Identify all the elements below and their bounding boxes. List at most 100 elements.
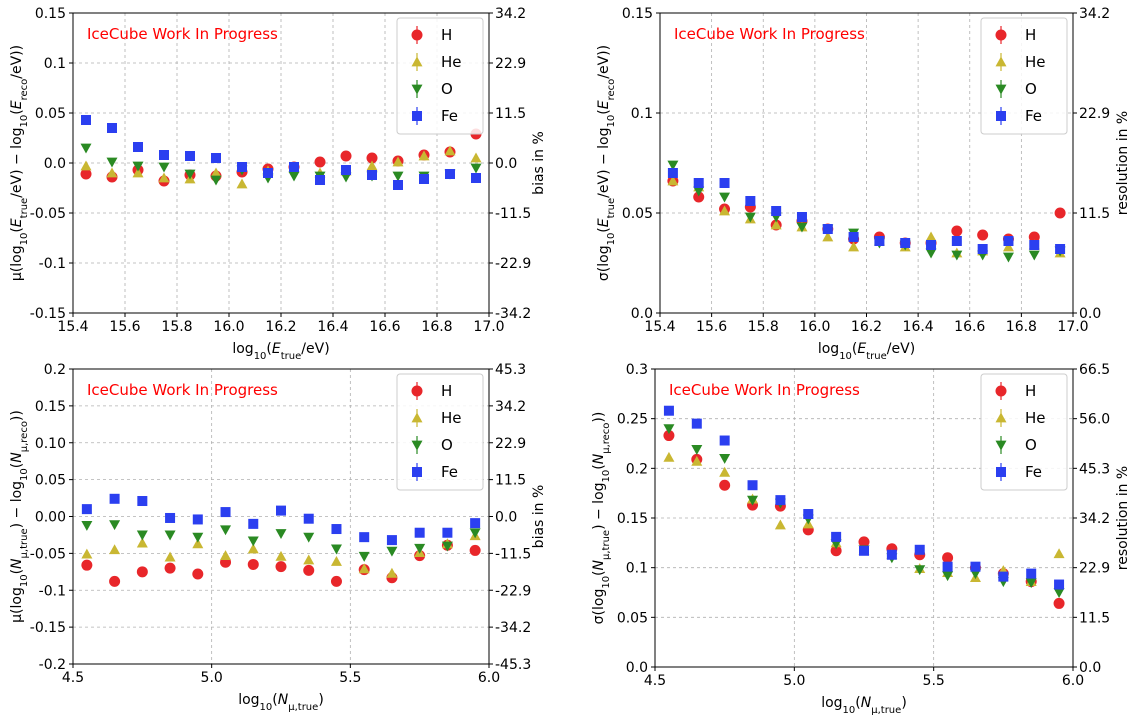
panel-2: 15.4 15.6 15.8 16.0 16.2 16.4 16.6 16.8 17.00.00…	[596, 6, 1131, 362]
data-point-o	[1028, 250, 1040, 261]
legend: H He O Fe	[980, 373, 1068, 491]
data-point-fe	[977, 244, 988, 254]
data-point-h	[693, 191, 705, 203]
right-tick-label: 0.0	[1079, 660, 1101, 676]
legend-box	[980, 17, 1068, 135]
right-tick-label: -11.5	[495, 206, 531, 222]
y-tick-label: 0.0	[626, 660, 648, 676]
data-point-fe	[942, 561, 953, 572]
data-point-fe	[137, 496, 148, 507]
right-axis-label: bias in %	[531, 131, 547, 195]
data-point-fe	[248, 518, 259, 529]
data-point-he	[770, 219, 782, 230]
data-point-fe	[315, 175, 325, 185]
x-tick-label: 16.8	[421, 319, 452, 335]
data-point-o	[744, 212, 756, 223]
legend-label-fe: Fe	[441, 107, 458, 125]
legend-marker-he	[995, 412, 1007, 423]
right-tick-label: 11.5	[495, 473, 526, 489]
data-point-he	[330, 555, 342, 566]
right-tick-label: 11.5	[1079, 610, 1110, 626]
data-point-fe	[874, 236, 885, 246]
x-tick-label: 16.4	[317, 319, 348, 335]
x-tick-label: 16.0	[213, 319, 244, 335]
x-axis-label: log10(Nμ,true)	[821, 695, 907, 716]
data-point-o	[358, 551, 370, 562]
legend-label-fe: Fe	[1025, 107, 1042, 125]
right-tick-label: 22.9	[495, 436, 526, 452]
data-point-he	[925, 231, 937, 242]
y-tick-label: 0.00	[35, 510, 66, 526]
legend-marker-o	[995, 440, 1007, 451]
data-point-o	[747, 495, 759, 506]
legend-label-o: O	[1025, 80, 1037, 98]
x-tick-label: 16.6	[954, 319, 985, 335]
y-tick-label: 0.0	[44, 156, 66, 172]
data-point-fe	[109, 493, 120, 504]
right-tick-label: 45.3	[495, 362, 526, 378]
x-tick-label: 5.0	[201, 670, 223, 686]
right-tick-label: 22.9	[495, 56, 526, 72]
data-point-o	[942, 571, 954, 582]
data-point-he	[719, 466, 731, 477]
panel-1: 15.4 15.6 15.8 16.0 16.2 16.4 16.6 16.8 17.0 -0.1…	[9, 6, 547, 362]
data-point-fe	[419, 174, 429, 184]
data-point-fe	[914, 544, 925, 555]
data-point-h	[830, 545, 842, 557]
data-point-o	[414, 543, 426, 554]
panel-3: 4.5 5.0 5.5 6.0 -0.2 -0.15 -0.1 -0.05 0.00 0.05 0.…	[9, 362, 547, 713]
data-point-o	[80, 143, 92, 154]
right-tick-label: 34.2	[1079, 511, 1110, 527]
data-point-he	[719, 205, 731, 216]
data-point-o	[192, 532, 204, 543]
data-point-o	[184, 169, 196, 180]
data-point-fe	[900, 238, 911, 248]
data-point-fe	[107, 123, 117, 133]
legend-label-o: O	[1025, 436, 1037, 454]
data-point-he	[236, 178, 248, 189]
data-point-fe	[693, 178, 704, 188]
data-point-h	[303, 564, 315, 576]
y-tick-label: 0.1	[626, 561, 648, 577]
right-tick-label: -34.2	[495, 306, 531, 322]
data-point-fe	[998, 571, 1009, 582]
right-tick-label: -45.3	[495, 657, 531, 673]
right-tick-label: 0.0	[495, 510, 517, 526]
y-tick-label: 0.3	[626, 362, 648, 378]
data-point-o	[132, 161, 144, 172]
data-point-fe	[970, 561, 981, 572]
watermark-label: IceCube Work In Progress	[87, 25, 278, 43]
data-point-he	[132, 167, 144, 178]
data-point-h	[192, 568, 204, 580]
legend-label-he: He	[441, 53, 462, 71]
data-point-o	[275, 529, 287, 539]
right-tick-label: 11.5	[495, 106, 526, 122]
data-point-h	[977, 229, 989, 241]
data-point-fe	[303, 513, 314, 524]
data-point-o	[667, 160, 679, 171]
right-tick-label: -22.9	[495, 256, 531, 272]
data-point-o	[288, 171, 300, 182]
legend-marker-h	[995, 29, 1007, 41]
panel-4: 4.5 5.0 5.5 6.00.00.050.10.150.20.250.30.01…	[591, 362, 1131, 716]
right-tick-label: 34.2	[495, 6, 526, 22]
legend-label-he: He	[1025, 53, 1046, 71]
data-point-o	[392, 171, 404, 182]
legend-label-h: H	[1025, 382, 1036, 400]
data-point-fe	[471, 173, 481, 183]
x-tick-label: 5.0	[783, 673, 805, 689]
data-point-fe	[796, 212, 807, 222]
data-point-o	[925, 248, 937, 259]
data-point-he	[392, 156, 404, 167]
y-tick-label: 0.15	[622, 6, 653, 22]
right-tick-label: 56.0	[1079, 412, 1110, 428]
x-tick-label: 4.5	[62, 670, 84, 686]
data-point-o	[340, 172, 352, 183]
data-point-h	[80, 168, 92, 180]
data-point-o	[247, 536, 259, 547]
data-point-h	[109, 575, 121, 587]
legend-label-h: H	[1025, 26, 1036, 44]
data-point-o	[1025, 578, 1037, 589]
watermark-label: IceCube Work In Progress	[87, 381, 278, 399]
